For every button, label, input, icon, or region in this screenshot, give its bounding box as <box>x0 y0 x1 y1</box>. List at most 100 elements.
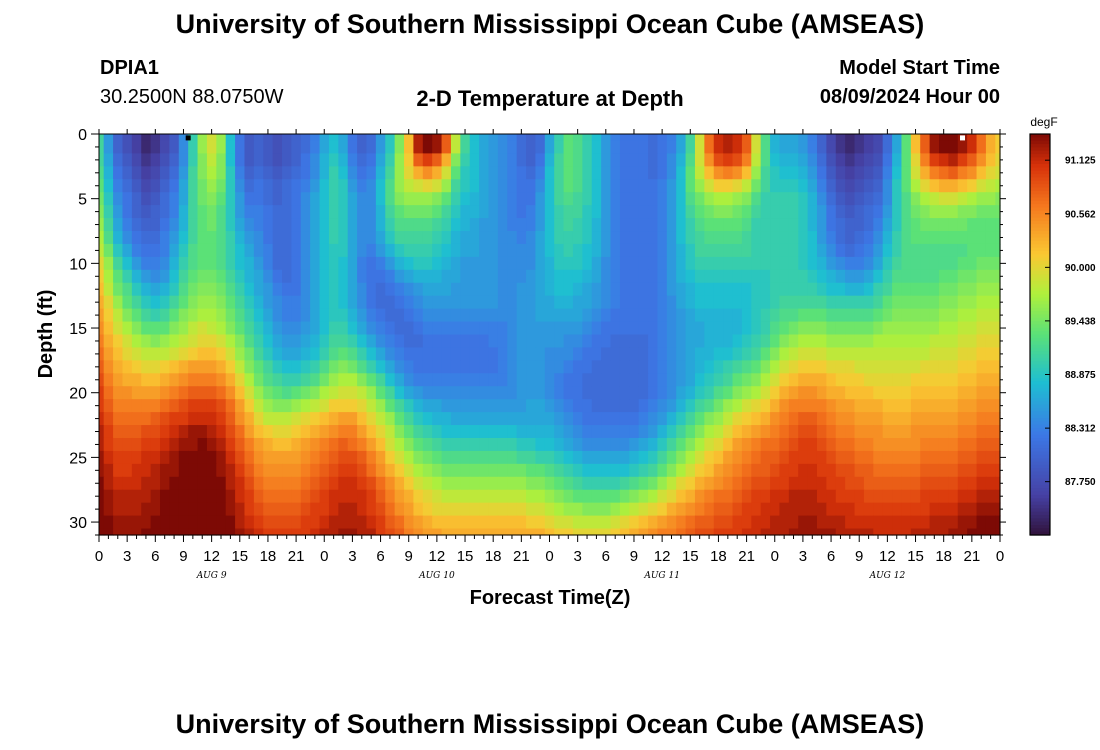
heatmap-cell <box>244 231 255 245</box>
heatmap-cell <box>601 515 612 530</box>
heatmap-cell <box>479 528 490 536</box>
heatmap-cell <box>920 140 931 155</box>
heatmap-cell <box>479 140 490 155</box>
heatmap-cell <box>976 450 987 465</box>
heatmap-cell <box>948 153 959 167</box>
heatmap-cell <box>985 489 996 504</box>
heatmap-cell <box>319 140 330 155</box>
heatmap-cell <box>507 295 518 310</box>
heatmap-cell <box>741 476 752 491</box>
heatmap-cell <box>826 282 837 297</box>
heatmap-cell <box>723 347 734 361</box>
heatmap-cell <box>610 386 621 400</box>
heatmap-cell <box>197 269 208 284</box>
heatmap-cell <box>760 399 771 413</box>
heatmap-cell <box>516 269 527 284</box>
heatmap-cell <box>178 515 189 530</box>
colorbar-swatch <box>1030 341 1050 346</box>
heatmap-cell <box>225 386 236 400</box>
heatmap-cell <box>751 134 762 142</box>
heatmap-cell <box>404 231 415 245</box>
heatmap-cell <box>657 231 668 245</box>
heatmap-cell <box>441 231 452 245</box>
heatmap-cell <box>244 502 255 517</box>
heatmap-cell <box>854 140 865 155</box>
heatmap-cell <box>479 437 490 452</box>
heatmap-cell <box>488 308 499 323</box>
heatmap-cell <box>835 140 846 155</box>
heatmap-cell <box>985 269 996 284</box>
heatmap-cell <box>479 231 490 245</box>
heatmap-cell <box>206 425 217 439</box>
heatmap-cell <box>206 386 217 400</box>
heatmap-cell <box>507 463 518 478</box>
heatmap-cell <box>469 450 480 465</box>
heatmap-cell <box>554 463 565 478</box>
heatmap-cell <box>235 269 246 284</box>
heatmap-cell <box>910 437 921 452</box>
heatmap-cell <box>629 134 640 142</box>
heatmap-cell <box>863 140 874 155</box>
heatmap-cell <box>704 528 715 536</box>
heatmap-cell <box>807 321 818 336</box>
heatmap-cell <box>99 347 105 361</box>
heatmap-cell <box>235 282 246 297</box>
heatmap-cell <box>694 153 705 167</box>
heatmap-cell <box>131 205 142 219</box>
heatmap-cell <box>253 476 264 491</box>
heatmap-cell <box>263 399 274 413</box>
heatmap-cell <box>873 437 884 452</box>
heatmap-cell <box>694 502 705 517</box>
heatmap-cell <box>873 192 884 206</box>
heatmap-cell <box>920 218 931 232</box>
heatmap-cell <box>404 476 415 491</box>
heatmap-cell <box>422 360 433 374</box>
heatmap-cell <box>216 463 227 478</box>
heatmap-cell <box>826 334 837 349</box>
heatmap-cell <box>338 502 349 517</box>
heatmap-cell <box>601 179 612 193</box>
heatmap-cell <box>263 528 274 536</box>
heatmap-cell <box>507 282 518 297</box>
heatmap-cell <box>366 231 377 245</box>
heatmap-cell <box>319 179 330 193</box>
heatmap-cell <box>347 502 358 517</box>
heatmap-cell <box>394 321 405 336</box>
heatmap-cell <box>216 256 227 271</box>
heatmap-cell <box>188 489 199 504</box>
heatmap-cell <box>507 243 518 258</box>
heatmap-cell <box>282 489 293 504</box>
heatmap-cell <box>629 295 640 310</box>
heatmap-cell <box>638 399 649 413</box>
heatmap-cell <box>723 205 734 219</box>
heatmap-cell <box>526 231 537 245</box>
colorbar-swatch <box>1030 227 1050 232</box>
heatmap-cell <box>141 205 152 219</box>
heatmap-cell <box>216 134 227 142</box>
heatmap-cell <box>450 269 461 284</box>
heatmap-cell <box>216 450 227 465</box>
colorbar-swatch <box>1030 264 1050 269</box>
heatmap-cell <box>779 282 790 297</box>
heatmap-cell <box>798 502 809 517</box>
heatmap-cell <box>225 476 236 491</box>
heatmap-cell <box>526 386 537 400</box>
heatmap-cell <box>892 205 903 219</box>
heatmap-cell <box>169 334 180 349</box>
colorbar-swatch <box>1030 291 1050 295</box>
heatmap-cell <box>976 425 987 439</box>
heatmap-cell <box>835 269 846 284</box>
heatmap-cell <box>901 134 912 142</box>
heatmap-cell <box>563 166 574 180</box>
heatmap-cell <box>122 360 133 374</box>
heatmap-cell <box>450 334 461 349</box>
heatmap-cell <box>967 243 978 258</box>
heatmap-cell <box>160 134 170 142</box>
heatmap-cell <box>432 140 443 155</box>
heatmap-cell <box>676 205 687 219</box>
colorbar-swatch <box>1030 277 1050 282</box>
heatmap-cell <box>225 528 236 536</box>
heatmap-cell <box>253 231 264 245</box>
heatmap-cell <box>328 231 339 245</box>
heatmap-cell <box>666 231 677 245</box>
